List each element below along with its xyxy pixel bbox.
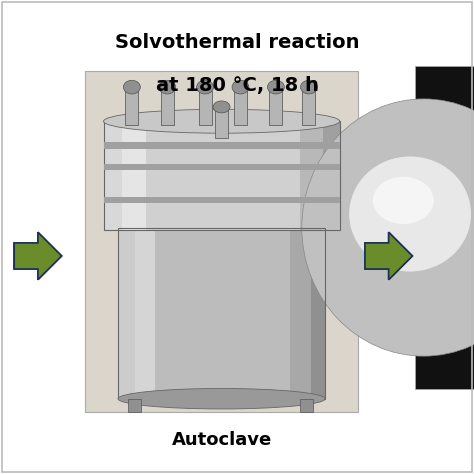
Ellipse shape [267, 80, 284, 94]
Bar [125, 91, 138, 125]
Bar [290, 228, 310, 399]
Ellipse shape [197, 80, 213, 94]
Ellipse shape [301, 80, 318, 94]
Bar [146, 121, 300, 230]
Ellipse shape [232, 80, 249, 94]
Bar [323, 121, 340, 230]
Text: Autoclave: Autoclave [172, 431, 272, 449]
Bar [118, 228, 135, 399]
Ellipse shape [349, 156, 471, 272]
Ellipse shape [302, 99, 474, 356]
Bar [365, 243, 389, 269]
Ellipse shape [213, 101, 230, 113]
Ellipse shape [159, 80, 176, 94]
Bar [234, 91, 247, 125]
Bar [215, 107, 228, 137]
Bar [161, 91, 174, 125]
Bar [118, 228, 325, 399]
Text: Solvothermal reaction: Solvothermal reaction [115, 33, 359, 52]
Bar [122, 121, 146, 230]
Bar [103, 142, 340, 148]
Bar [14, 243, 38, 269]
Bar [300, 121, 323, 230]
Polygon shape [389, 232, 412, 280]
Bar [155, 228, 290, 399]
Bar [310, 228, 325, 399]
Bar [199, 91, 211, 125]
Ellipse shape [118, 389, 325, 409]
Bar [302, 91, 316, 125]
Bar [103, 121, 122, 230]
Ellipse shape [373, 177, 434, 224]
Bar [103, 197, 340, 203]
Bar [415, 66, 474, 389]
Polygon shape [14, 232, 62, 280]
Bar [103, 164, 340, 170]
Polygon shape [38, 232, 62, 280]
Bar [135, 228, 155, 399]
Bar [85, 71, 358, 412]
Text: at 180 °C, 18 h: at 180 °C, 18 h [155, 76, 319, 95]
Bar [269, 91, 283, 125]
Bar [128, 399, 141, 412]
Bar [301, 399, 313, 412]
Ellipse shape [103, 109, 340, 133]
Polygon shape [365, 232, 412, 280]
Ellipse shape [123, 80, 140, 94]
Bar [103, 121, 340, 230]
